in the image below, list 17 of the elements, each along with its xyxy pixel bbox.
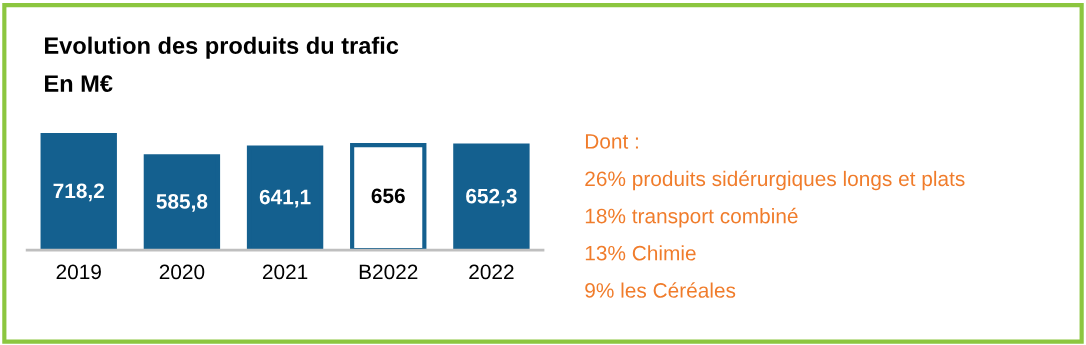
data-label: 585,8 [156,194,208,212]
x-tick-label: B2022 [359,264,418,280]
data-label: 718,2 [53,183,104,202]
x-tick-label: 2022 [469,264,514,280]
text: 18% transport combiné [585,207,798,228]
text: 26% produits sidérurgiques longs et plats [585,170,965,191]
data-label: 641,1 [259,189,311,208]
text: 9% les Céréales [585,282,736,298]
text: 13% Chimie [585,245,696,261]
chart-subtitle: En M€ [45,75,113,92]
x-tick-label: 2020 [159,264,205,280]
chart-title: Evolution des produits du trafic [45,36,399,59]
x-tick-label: 2021 [262,264,308,280]
text: Dont : [585,134,638,149]
x-tick-label: 2019 [56,264,101,280]
data-label: 656 [371,188,405,204]
data-label: 652,3 [466,188,517,207]
